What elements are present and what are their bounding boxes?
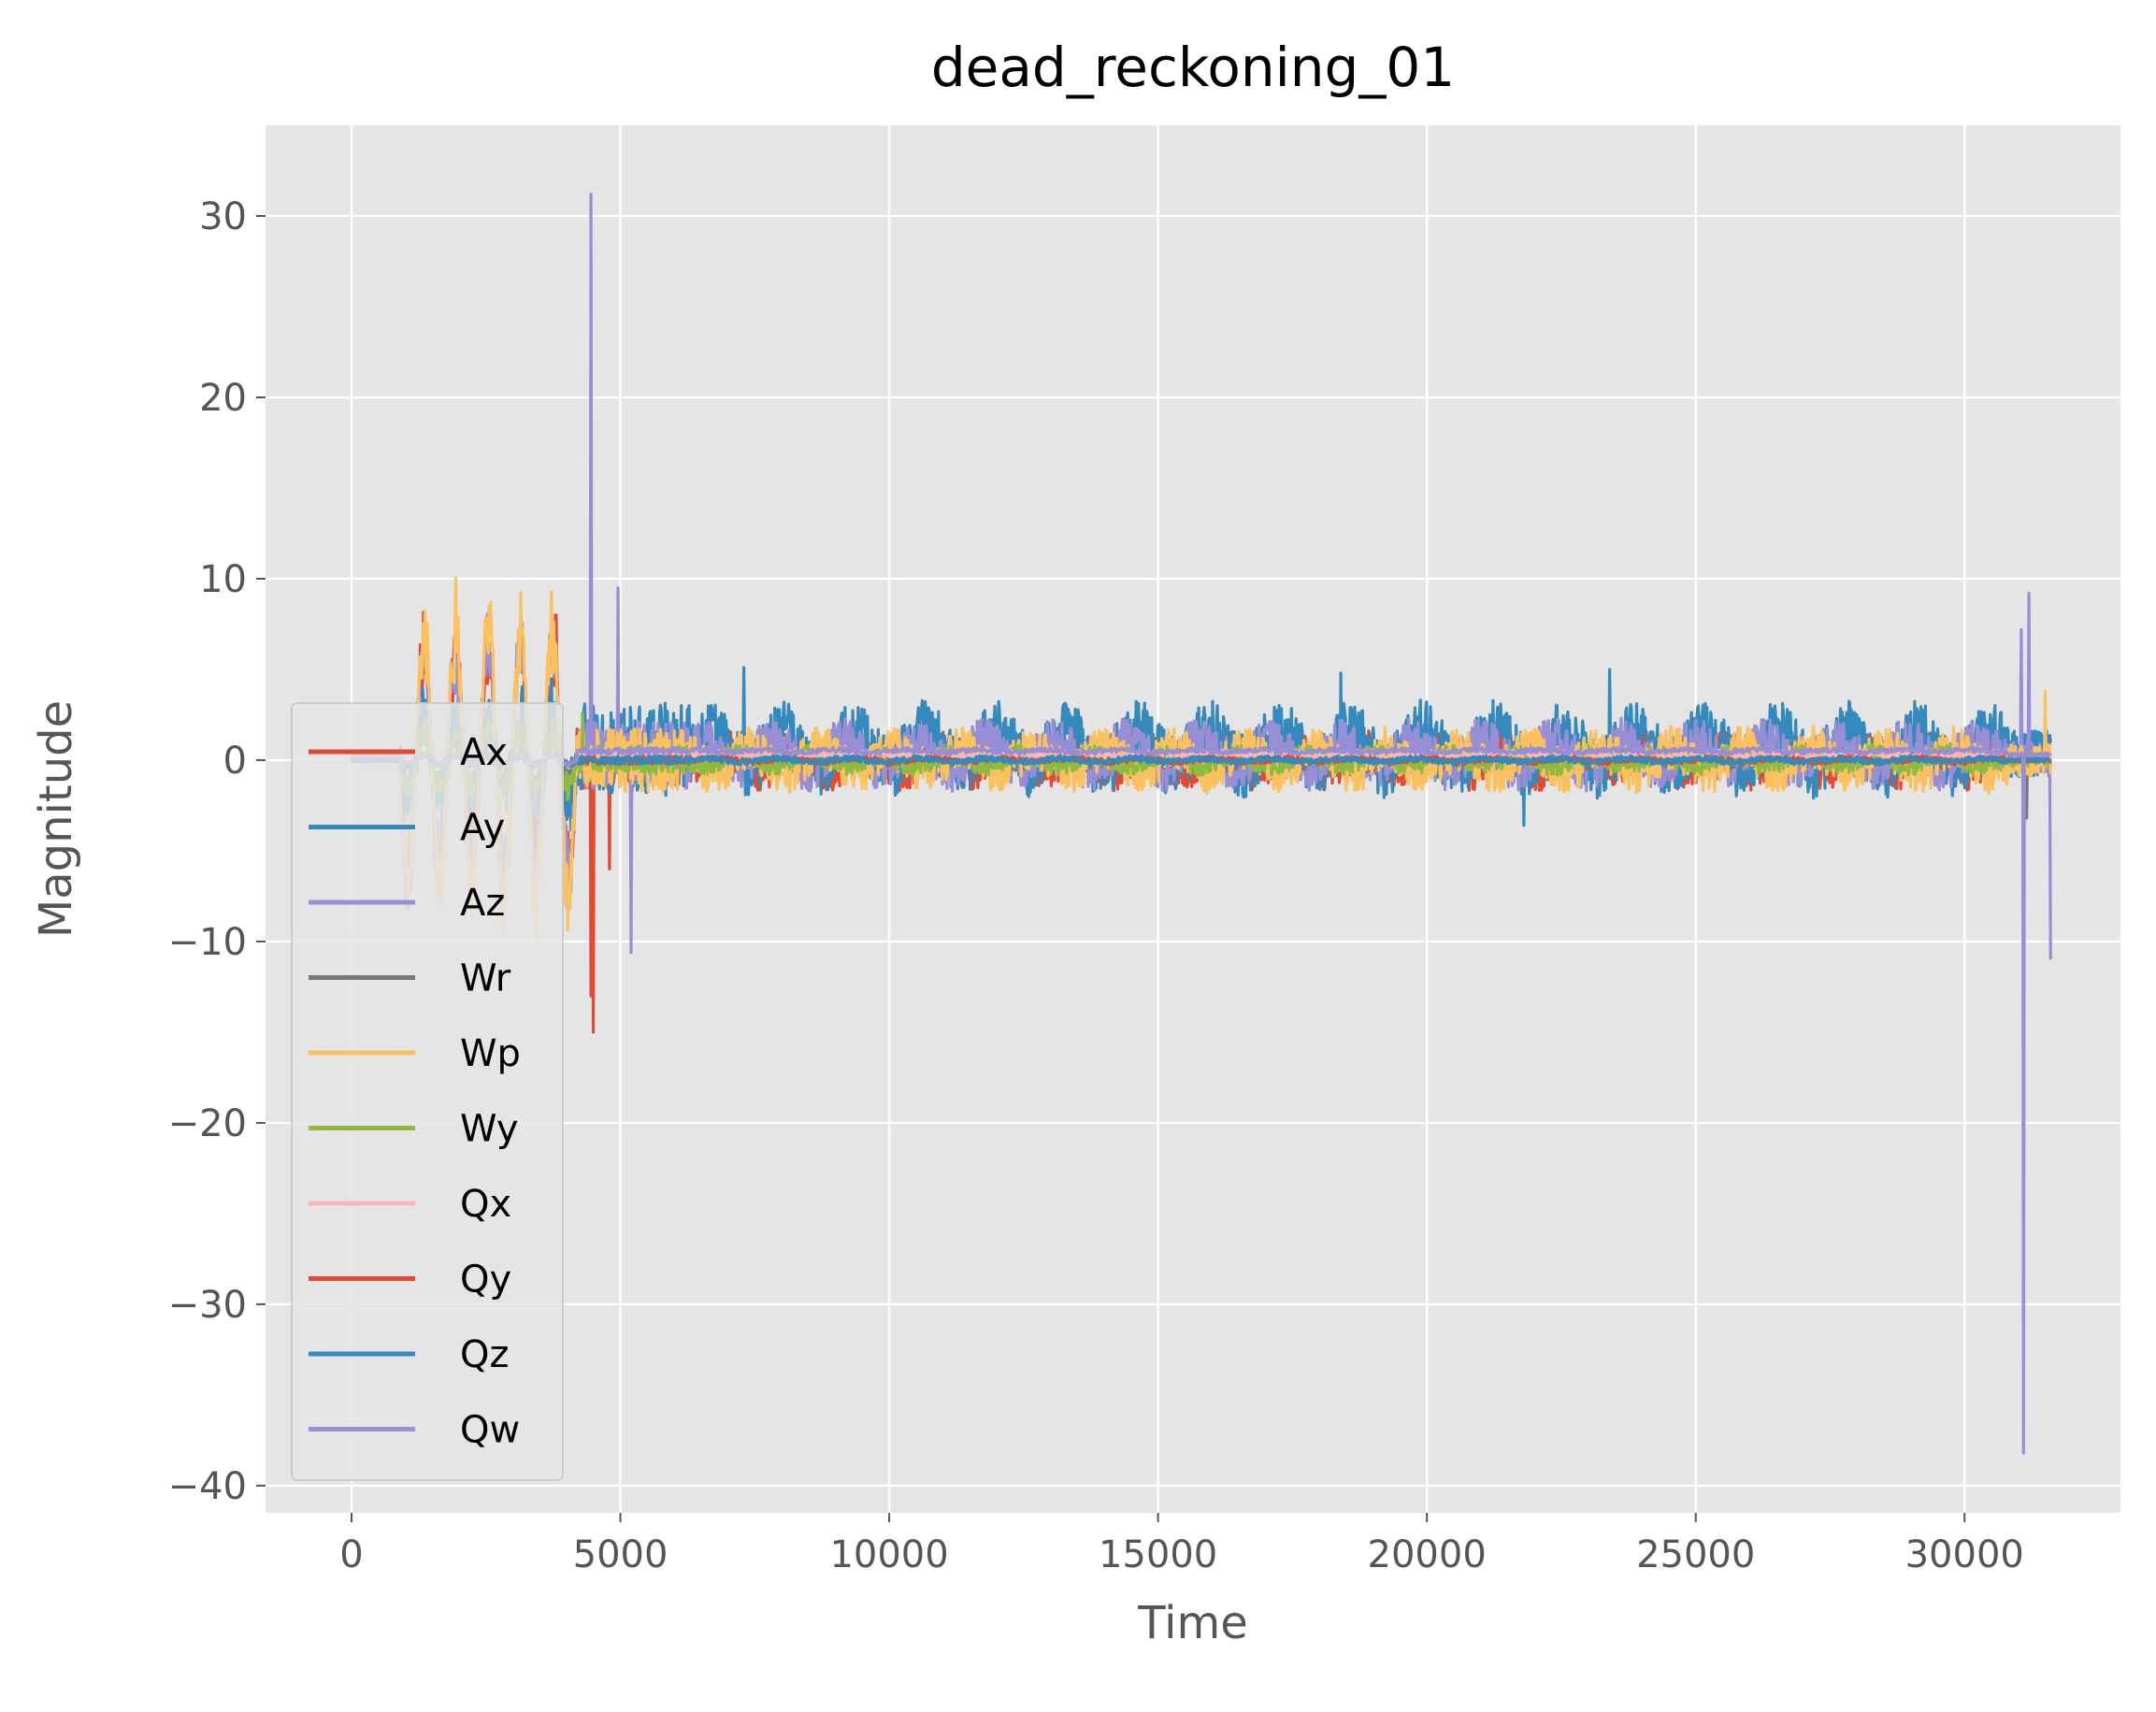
x-tick-label: 10000 [829,1533,948,1576]
x-tick-label: 0 [339,1533,363,1576]
legend-label: Az [460,882,505,925]
legend: Ax Ay Az Wr Wp Wy Qx Qy Qz Qw [291,702,564,1481]
legend-label: Qw [460,1409,520,1452]
legend-label: Ay [460,807,505,850]
chart-title: dead_reckoning_01 [931,36,1455,99]
axes: 0 5000 10000 15000 20000 25000 30000 30 20 10 0 −10… [168,195,2024,1576]
x-axis-title: Time [1137,1597,1247,1649]
x-tick-label: 30000 [1905,1533,2024,1576]
legend-box [291,702,564,1481]
y-tick-label: 30 [199,195,247,238]
legend-label: Qx [460,1183,511,1226]
x-tick-label: 25000 [1636,1533,1755,1576]
legend-label: Wp [460,1032,521,1075]
series-line-qw [351,745,2052,1455]
legend-label: Qz [460,1333,509,1376]
x-tick-label: 20000 [1368,1533,1487,1576]
legend-label: Wr [460,957,511,1000]
x-tick-label: 15000 [1099,1533,1217,1576]
x-tick-label: 5000 [573,1533,668,1576]
y-tick-label: 0 [223,740,247,783]
y-tick-label: −20 [168,1102,247,1145]
y-tick-label: 20 [199,377,247,420]
legend-label: Ax [460,731,508,774]
legend-label: Qy [460,1259,511,1302]
y-tick-label: 10 [199,558,247,601]
series-lines [350,193,2052,1455]
y-tick-label: −40 [168,1465,247,1508]
y-tick-label: −30 [168,1284,247,1327]
y-tick-label: −10 [168,921,247,964]
legend-label: Wy [460,1108,519,1151]
y-axis-title: Magnitude [30,700,82,938]
series-line-qz [350,751,2052,770]
